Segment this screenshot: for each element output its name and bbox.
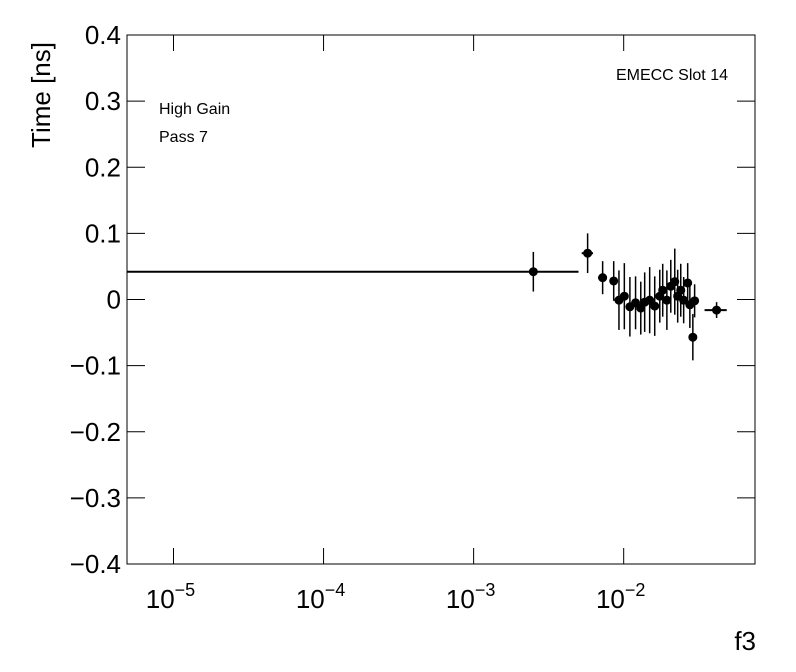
x-tick-exponent: −3: [475, 580, 496, 600]
annotation: EMECC Slot 14: [616, 67, 728, 84]
point: [712, 305, 722, 315]
x-tick-label: 10−3: [446, 580, 495, 614]
x-tick-base: 10: [296, 584, 325, 614]
point: [683, 278, 693, 288]
x-tick-exponent: −5: [175, 580, 196, 600]
point: [645, 295, 655, 305]
point: [688, 332, 698, 342]
y-tick-label: −0.1: [70, 351, 121, 381]
x-tick-exponent: −2: [625, 580, 646, 600]
x-tick-base: 10: [146, 584, 175, 614]
annotation: Pass 7: [159, 129, 208, 146]
y-tick-label: 0.2: [85, 152, 121, 182]
x-tick-base: 10: [446, 584, 475, 614]
y-tick-label: 0.1: [85, 218, 121, 248]
annotation: High Gain: [159, 101, 230, 118]
point: [679, 295, 689, 305]
x-tick-label: 10−4: [296, 580, 345, 614]
point: [619, 291, 629, 301]
point: [690, 296, 700, 306]
point: [662, 295, 672, 305]
x-tick-label: 10−2: [596, 580, 645, 614]
y-tick-label: 0.4: [85, 20, 121, 50]
point: [528, 267, 538, 277]
x-axis-label: f3: [734, 626, 756, 656]
y-tick-label: −0.2: [70, 417, 121, 447]
y-axis-label: Time [ns]: [26, 42, 56, 148]
y-tick-label: 0.3: [85, 86, 121, 116]
x-tick-base: 10: [596, 584, 625, 614]
point: [598, 273, 608, 283]
x-tick-exponent: −4: [325, 580, 346, 600]
point: [650, 301, 660, 311]
y-tick-label: 0: [107, 285, 121, 315]
y-tick-label: −0.3: [70, 483, 121, 513]
point: [609, 276, 619, 286]
y-tick-label: −0.4: [70, 549, 121, 579]
point: [658, 285, 668, 295]
point: [583, 248, 593, 258]
x-tick-label: 10−5: [146, 580, 195, 614]
